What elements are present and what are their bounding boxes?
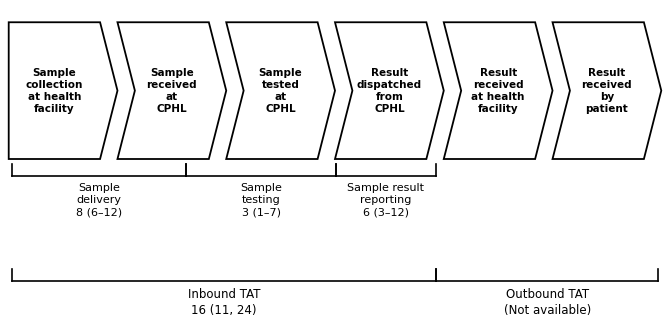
Text: Outbound TAT
(Not available): Outbound TAT (Not available)	[505, 288, 592, 317]
Text: Sample
tested
at
CPHL: Sample tested at CPHL	[259, 68, 302, 114]
Text: Sample
testing
3 (1–7): Sample testing 3 (1–7)	[241, 183, 282, 218]
Text: Result
received
by
patient: Result received by patient	[582, 68, 632, 114]
Text: Result
received
at health
facility: Result received at health facility	[472, 68, 525, 114]
Text: Result
dispatched
from
CPHL: Result dispatched from CPHL	[357, 68, 422, 114]
Text: Sample result
reporting
6 (3–12): Sample result reporting 6 (3–12)	[348, 183, 424, 218]
Text: Sample
delivery
8 (6–12): Sample delivery 8 (6–12)	[76, 183, 122, 218]
Polygon shape	[117, 22, 226, 159]
Polygon shape	[553, 22, 661, 159]
Polygon shape	[226, 22, 335, 159]
Polygon shape	[9, 22, 117, 159]
Text: Sample
received
at
CPHL: Sample received at CPHL	[147, 68, 197, 114]
Text: Inbound TAT
16 (11, 24): Inbound TAT 16 (11, 24)	[188, 288, 260, 317]
Polygon shape	[335, 22, 444, 159]
Text: Sample
collection
at health
facility: Sample collection at health facility	[25, 68, 83, 114]
Polygon shape	[444, 22, 553, 159]
